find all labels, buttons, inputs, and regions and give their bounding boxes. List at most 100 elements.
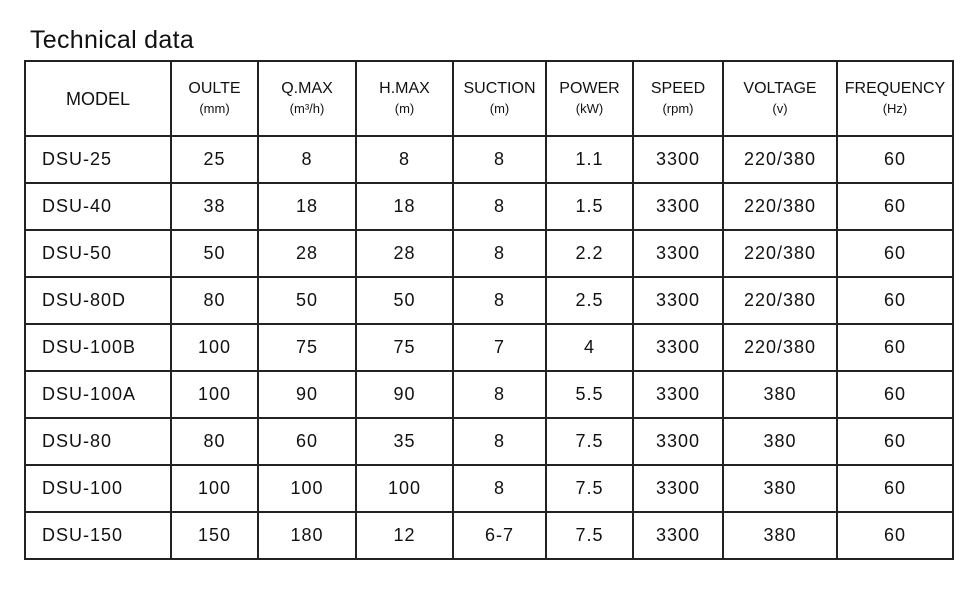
- model-cell: DSU-100B: [24, 323, 172, 372]
- data-cell: 3300: [632, 370, 724, 419]
- data-cell: 100: [170, 323, 259, 372]
- data-cell: 12: [355, 511, 454, 560]
- data-cell: 60: [836, 370, 954, 419]
- column-name: POWER: [559, 79, 620, 97]
- column-header: MODEL: [24, 60, 172, 137]
- data-cell: 60: [836, 323, 954, 372]
- column-unit: (rpm): [662, 100, 694, 116]
- data-cell: 8: [452, 417, 547, 466]
- data-cell: 75: [257, 323, 357, 372]
- data-cell: 2.5: [545, 276, 634, 325]
- table-row: DSU-80D 80 50 50 8 2.5 3300 220/380 60: [24, 276, 954, 325]
- column-unit: (m): [489, 100, 510, 116]
- data-cell: 60: [836, 229, 954, 278]
- data-cell: 28: [355, 229, 454, 278]
- column-unit: (Hz): [882, 100, 908, 116]
- data-cell: 8: [452, 370, 547, 419]
- data-cell: 1.5: [545, 182, 634, 231]
- data-cell: 180: [257, 511, 357, 560]
- table-row: DSU-25 25 8 8 8 1.1 3300 220/380 60: [24, 135, 954, 184]
- data-cell: 8: [257, 135, 357, 184]
- column-header: FREQUENCY (Hz): [836, 60, 954, 137]
- spec-table: MODEL OULTE (mm) Q.MAX (m³/h) H.MAX (m) SUCTION…: [24, 60, 954, 560]
- data-cell: 380: [722, 370, 838, 419]
- column-header: SPEED (rpm): [632, 60, 724, 137]
- data-cell: 18: [355, 182, 454, 231]
- model-cell: DSU-80: [24, 417, 172, 466]
- model-cell: DSU-50: [24, 229, 172, 278]
- column-name: VOLTAGE: [743, 79, 817, 97]
- data-cell: 220/380: [722, 323, 838, 372]
- column-header: H.MAX (m): [355, 60, 454, 137]
- data-cell: 3300: [632, 182, 724, 231]
- column-name: Q.MAX: [281, 79, 333, 97]
- data-cell: 60: [836, 464, 954, 513]
- data-cell: 28: [257, 229, 357, 278]
- data-cell: 4: [545, 323, 634, 372]
- data-cell: 75: [355, 323, 454, 372]
- data-cell: 60: [836, 511, 954, 560]
- data-cell: 100: [170, 464, 259, 513]
- data-cell: 6-7: [452, 511, 547, 560]
- table-row: DSU-100B 100 75 75 7 4 3300 220/380 60: [24, 323, 954, 372]
- data-cell: 90: [355, 370, 454, 419]
- data-cell: 18: [257, 182, 357, 231]
- table-row: DSU-80 80 60 35 8 7.5 3300 380 60: [24, 417, 954, 466]
- column-name: FREQUENCY: [844, 79, 946, 97]
- data-cell: 3300: [632, 135, 724, 184]
- column-unit: (v): [772, 100, 788, 116]
- data-cell: 35: [355, 417, 454, 466]
- table-row: DSU-50 50 28 28 8 2.2 3300 220/380 60: [24, 229, 954, 278]
- column-name: SUCTION: [463, 79, 536, 97]
- data-cell: 8: [452, 182, 547, 231]
- data-cell: 220/380: [722, 135, 838, 184]
- data-cell: 7.5: [545, 417, 634, 466]
- data-cell: 3300: [632, 229, 724, 278]
- model-cell: DSU-40: [24, 182, 172, 231]
- column-header: POWER (kW): [545, 60, 634, 137]
- data-cell: 50: [257, 276, 357, 325]
- data-cell: 220/380: [722, 182, 838, 231]
- column-header: VOLTAGE (v): [722, 60, 838, 137]
- data-cell: 50: [170, 229, 259, 278]
- data-cell: 100: [355, 464, 454, 513]
- data-cell: 7: [452, 323, 547, 372]
- data-cell: 8: [452, 276, 547, 325]
- column-name: OULTE: [188, 79, 241, 97]
- data-cell: 5.5: [545, 370, 634, 419]
- data-cell: 3300: [632, 511, 724, 560]
- table-row: DSU-150 150 180 12 6-7 7.5 3300 380 60: [24, 511, 954, 560]
- data-cell: 380: [722, 511, 838, 560]
- title: Technical data: [30, 26, 195, 54]
- data-cell: 60: [836, 276, 954, 325]
- data-cell: 1.1: [545, 135, 634, 184]
- table-body: DSU-25 25 8 8 8 1.1 3300 220/380 60 DSU-40 38 18 18 8…: [24, 135, 954, 560]
- data-cell: 8: [452, 135, 547, 184]
- data-cell: 8: [452, 464, 547, 513]
- data-cell: 60: [257, 417, 357, 466]
- column-header: OULTE (mm): [170, 60, 259, 137]
- data-cell: 60: [836, 417, 954, 466]
- column-name: MODEL: [65, 88, 130, 109]
- data-cell: 80: [170, 417, 259, 466]
- data-cell: 220/380: [722, 229, 838, 278]
- model-cell: DSU-150: [24, 511, 172, 560]
- table-row: DSU-100 100 100 100 8 7.5 3300 380 60: [24, 464, 954, 513]
- data-cell: 2.2: [545, 229, 634, 278]
- data-cell: 90: [257, 370, 357, 419]
- data-cell: 380: [722, 417, 838, 466]
- model-cell: DSU-100A: [24, 370, 172, 419]
- model-cell: DSU-80D: [24, 276, 172, 325]
- data-cell: 3300: [632, 417, 724, 466]
- data-cell: 150: [170, 511, 259, 560]
- data-cell: 7.5: [545, 511, 634, 560]
- data-cell: 3300: [632, 276, 724, 325]
- column-header: SUCTION (m): [452, 60, 547, 137]
- model-cell: DSU-25: [24, 135, 172, 184]
- column-name: SPEED: [650, 79, 706, 97]
- data-cell: 38: [170, 182, 259, 231]
- data-cell: 3300: [632, 323, 724, 372]
- column-unit: (kW): [575, 100, 604, 116]
- data-cell: 25: [170, 135, 259, 184]
